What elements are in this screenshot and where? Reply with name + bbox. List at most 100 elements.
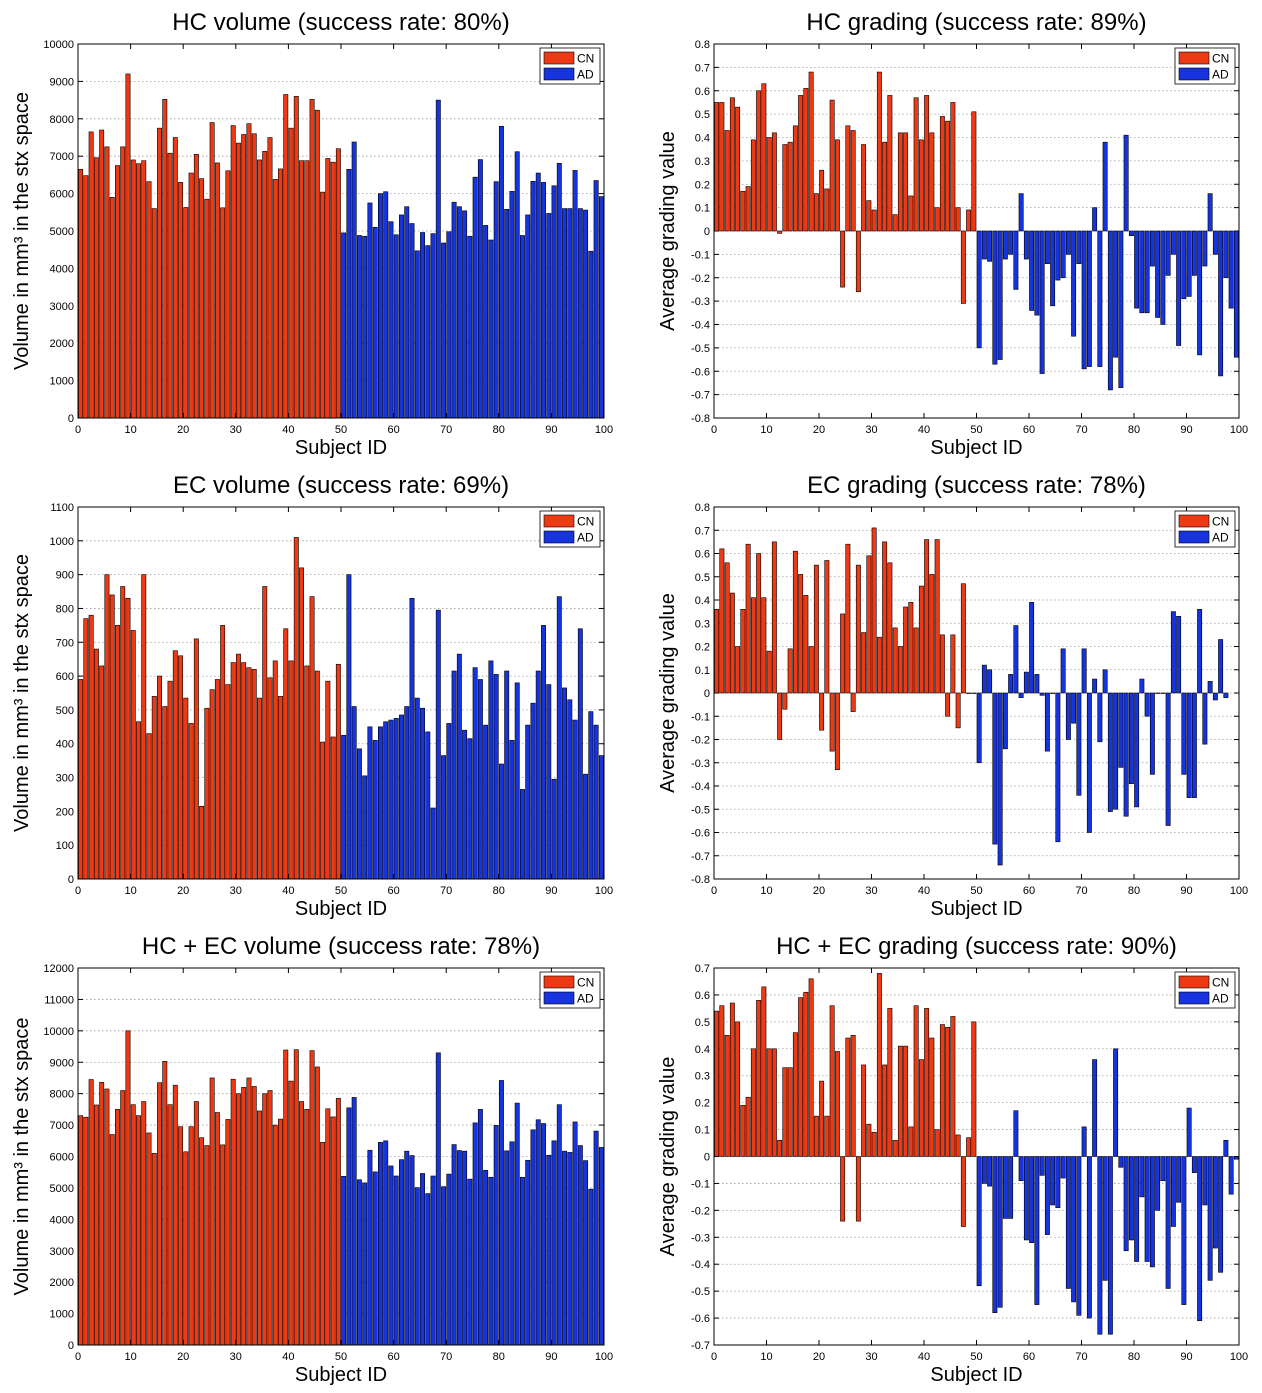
bar	[367, 1149, 373, 1346]
legend-swatch	[1178, 530, 1210, 544]
bar	[299, 567, 305, 880]
bar	[1155, 692, 1161, 694]
y-tick-label: 1000	[50, 536, 74, 548]
bar	[882, 1064, 888, 1157]
bar	[782, 1067, 788, 1157]
chart-panel-5: 0100020003000400050006000700080009000100…	[11, 933, 613, 1386]
bar	[193, 638, 199, 880]
bar	[971, 1021, 977, 1157]
bar	[362, 775, 368, 880]
bar	[477, 159, 483, 419]
bar	[514, 1102, 520, 1346]
bar	[1065, 692, 1071, 740]
bar	[588, 711, 594, 880]
bar	[99, 665, 105, 880]
bar	[1002, 230, 1008, 260]
bar	[283, 1049, 289, 1346]
axes-frame	[77, 43, 605, 419]
bar	[1055, 1156, 1061, 1208]
y-tick-label: 1000	[50, 376, 74, 388]
bar	[199, 178, 205, 419]
bar	[151, 696, 157, 880]
bar	[966, 209, 972, 232]
bar	[955, 207, 961, 232]
bar	[509, 1141, 515, 1346]
x-tick-label: 20	[813, 1351, 825, 1363]
y-tick-label: 5000	[50, 226, 74, 238]
bar	[299, 1101, 305, 1346]
x-tick-label: 30	[865, 1351, 877, 1363]
chart-panel-4: -0.8 -0.7 -0.6 -0.5 -0.4 -0.3 -0.2 -0.1 0 0.1 0.2 0…	[657, 472, 1248, 920]
bar	[546, 1154, 552, 1346]
bar	[1044, 230, 1050, 265]
bar	[1123, 134, 1129, 232]
x-tick-label: 20	[813, 885, 825, 897]
bar	[325, 1108, 331, 1346]
bar	[1076, 692, 1082, 796]
bar	[125, 1030, 131, 1346]
y-tick-label: 0.3	[695, 1071, 710, 1083]
bar	[299, 160, 305, 419]
y-tick-label: 4000	[50, 263, 74, 275]
bar	[420, 1173, 425, 1346]
bar	[1060, 230, 1066, 279]
bar	[388, 221, 394, 419]
bar	[1139, 678, 1145, 694]
bar	[541, 1123, 546, 1346]
bar	[1170, 1156, 1176, 1227]
bar	[267, 1090, 273, 1346]
bar	[430, 1175, 436, 1346]
bar	[83, 1116, 89, 1346]
bar	[178, 655, 184, 880]
bar	[225, 1119, 231, 1346]
bar	[903, 1045, 909, 1157]
y-tick-label: 0	[68, 874, 74, 886]
bar	[146, 733, 152, 880]
x-axis-label: Subject ID	[295, 1364, 387, 1386]
x-tick-label: 0	[75, 885, 81, 897]
y-tick-label: 4000	[50, 1214, 74, 1226]
bar	[960, 583, 966, 694]
bar	[435, 99, 441, 419]
bar	[230, 1078, 236, 1346]
bar	[882, 541, 888, 694]
y-tick-label: 0.3	[695, 156, 710, 168]
y-tick-label: -0.3	[691, 1232, 710, 1244]
bar	[141, 1101, 147, 1346]
bar	[897, 132, 903, 232]
bar	[834, 139, 840, 232]
bar	[520, 1176, 525, 1346]
bar	[934, 539, 940, 694]
y-tick-label: 400	[56, 739, 74, 751]
bar	[1029, 230, 1035, 311]
bar	[309, 99, 315, 419]
y-tick-label: 0.1	[695, 665, 710, 677]
bar	[929, 132, 935, 232]
bar	[1165, 1156, 1171, 1289]
bar	[230, 662, 236, 880]
bar	[393, 234, 399, 419]
bar	[1018, 692, 1024, 698]
bar	[362, 235, 368, 419]
bar	[1097, 1156, 1103, 1335]
x-tick-label: 50	[970, 885, 982, 897]
x-tick-label: 30	[230, 885, 242, 897]
bar	[272, 179, 278, 419]
bar	[351, 1097, 357, 1346]
bar	[803, 88, 809, 232]
bar	[530, 180, 536, 419]
bar	[981, 230, 987, 260]
bar	[114, 625, 120, 880]
bar	[782, 692, 788, 710]
bar	[157, 127, 162, 419]
bar	[866, 555, 872, 694]
chart-title: HC volume (success rate: 80%)	[172, 9, 509, 36]
bar	[750, 597, 756, 694]
y-tick-label: 6000	[50, 1152, 74, 1164]
y-tick-label: -0.4	[691, 1259, 710, 1271]
chart-title: EC grading (success rate: 78%)	[807, 472, 1146, 499]
bar	[819, 692, 825, 731]
x-axis-label: Subject ID	[930, 898, 1022, 920]
bar	[992, 692, 998, 845]
